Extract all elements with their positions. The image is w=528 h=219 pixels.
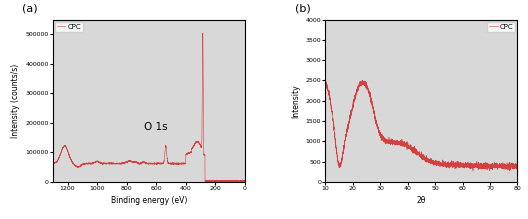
CPC	[436, 162, 442, 165]
Line: CPC: CPC	[325, 80, 517, 171]
Line: CPC: CPC	[53, 33, 245, 182]
CPC	[322, 87, 328, 90]
X-axis label: 2θ: 2θ	[417, 196, 426, 205]
CPC	[206, 180, 212, 183]
Legend: CPC: CPC	[55, 22, 83, 32]
CPC	[50, 162, 56, 164]
CPC	[359, 79, 365, 81]
Y-axis label: Intensity: Intensity	[291, 84, 300, 118]
Legend: CPC: CPC	[487, 22, 515, 32]
CPC	[413, 150, 419, 153]
CPC	[514, 164, 521, 167]
CPC	[130, 161, 137, 164]
CPC	[141, 160, 147, 163]
CPC	[499, 166, 506, 168]
Y-axis label: Intensity (counts/s): Intensity (counts/s)	[11, 64, 20, 138]
X-axis label: Binding energy (eV): Binding energy (eV)	[110, 196, 187, 205]
Text: O 1s: O 1s	[144, 122, 168, 132]
CPC	[242, 180, 248, 182]
CPC	[132, 160, 138, 163]
CPC	[362, 85, 369, 87]
CPC	[444, 161, 450, 164]
CPC	[392, 141, 398, 144]
Text: (b): (b)	[295, 4, 310, 14]
CPC	[189, 147, 195, 150]
CPC	[506, 170, 513, 172]
CPC	[236, 180, 242, 183]
CPC	[227, 179, 233, 182]
Text: (a): (a)	[22, 4, 37, 14]
CPC	[200, 32, 206, 34]
